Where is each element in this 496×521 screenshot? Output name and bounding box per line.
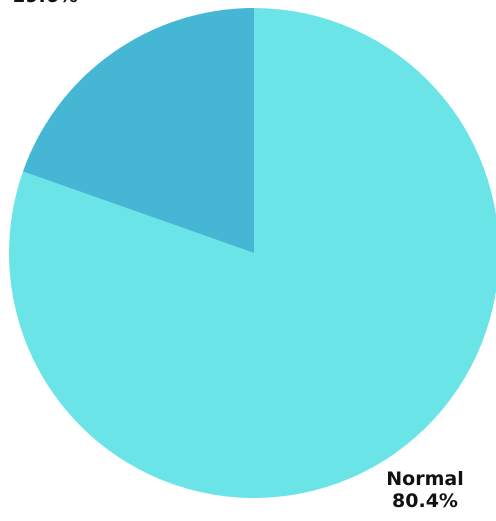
slice-label-value-1: 19.6% [12, 0, 78, 7]
slice-label-name-0: Normal [386, 468, 463, 490]
slice-label-value-0: 80.4% [392, 490, 458, 512]
pie-slice-1 [22, 8, 255, 253]
pie-slices [9, 8, 496, 498]
pie-slice-0 [9, 8, 496, 498]
